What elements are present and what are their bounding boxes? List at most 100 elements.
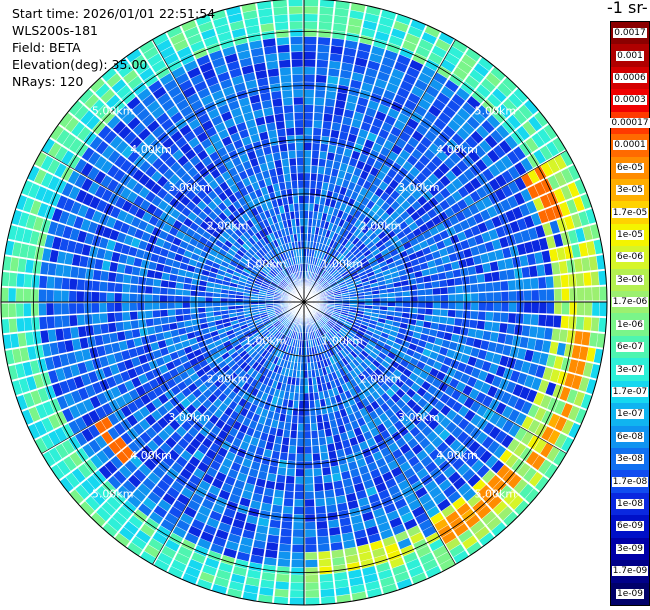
radar-cell — [404, 378, 415, 388]
radar-cell — [182, 573, 198, 585]
radar-cell — [131, 266, 141, 276]
radar-cell — [447, 286, 456, 294]
radar-cell — [320, 588, 335, 598]
radar-cell — [368, 256, 377, 264]
radar-cell — [400, 210, 410, 221]
radar-cell — [315, 266, 320, 274]
ray-line — [303, 301, 368, 599]
radar-cell — [277, 333, 284, 341]
radar-cell — [118, 126, 132, 140]
radar-cell — [31, 274, 40, 289]
radar-cell — [234, 253, 242, 261]
radar-cell — [236, 333, 245, 340]
radar-cell — [264, 264, 272, 272]
radar-cell — [323, 174, 331, 183]
radar-cell — [324, 263, 331, 271]
radar-cell — [288, 242, 293, 251]
radar-cell — [253, 253, 261, 262]
radar-cell — [277, 44, 290, 53]
radar-cell — [396, 230, 406, 240]
radar-cell — [340, 287, 348, 292]
ray-line — [68, 301, 305, 494]
radar-cell — [491, 375, 503, 388]
radar-cell — [428, 266, 438, 275]
radar-cell — [148, 261, 157, 271]
radar-cell — [263, 210, 271, 219]
radar-cell — [308, 377, 313, 386]
radar-cell — [321, 316, 328, 323]
radar-cell — [475, 125, 489, 139]
radar-cell — [285, 328, 290, 336]
radar-cell — [185, 444, 197, 456]
radar-cell — [267, 217, 274, 226]
radar-cell — [79, 337, 89, 350]
radar-cell — [268, 76, 280, 85]
radar-cell — [290, 36, 303, 45]
radar-cell — [417, 339, 427, 348]
radar-cell — [116, 361, 127, 373]
radar-cell — [276, 37, 290, 46]
radar-cell — [506, 323, 516, 335]
radar-cell — [531, 289, 539, 301]
radar-cell — [116, 232, 127, 244]
radar-cell — [113, 242, 124, 253]
radar-cell — [202, 68, 216, 81]
radar-cell — [290, 274, 295, 282]
radar-cell — [119, 527, 135, 542]
radar-cell — [146, 390, 158, 402]
radar-cell — [109, 332, 119, 343]
radar-cell — [507, 114, 521, 129]
radar-cell — [279, 315, 286, 322]
radar-cell — [370, 223, 379, 232]
radar-cell — [288, 274, 294, 282]
radar-cell — [359, 407, 369, 417]
radar-cell — [292, 257, 296, 265]
radar-cell — [207, 342, 216, 351]
radar-cell — [553, 315, 562, 328]
radar-cell — [117, 383, 128, 395]
range-label: 4.00km — [130, 143, 172, 156]
radar-cell — [387, 459, 399, 471]
radar-cell — [411, 148, 423, 160]
radar-cell — [410, 19, 426, 31]
radar-cell — [333, 107, 344, 116]
radar-cell — [14, 227, 25, 242]
radar-cell — [144, 544, 160, 558]
radar-cell — [99, 292, 107, 302]
radar-cell — [112, 219, 124, 232]
radar-cell — [84, 360, 95, 373]
radar-cell — [78, 463, 92, 479]
radar-cell — [190, 74, 204, 86]
radar-cell — [247, 200, 256, 210]
radar-cell — [311, 273, 315, 281]
radar-cell — [349, 361, 357, 370]
radar-cell — [300, 363, 304, 371]
radar-cell — [257, 439, 267, 449]
radar-cell — [95, 140, 109, 155]
radar-cell — [192, 125, 205, 137]
radar-cell — [304, 438, 312, 447]
radar-cell — [339, 517, 352, 527]
radar-cell — [276, 358, 283, 366]
ray-line — [303, 301, 398, 591]
radar-cell — [382, 269, 391, 276]
radar-cell — [297, 180, 304, 188]
radar-cell — [453, 476, 467, 490]
radar-cell — [160, 309, 168, 318]
radar-cell — [329, 419, 338, 428]
radar-cell — [414, 105, 427, 117]
radar-cell — [223, 217, 233, 227]
radar-cell — [292, 331, 296, 339]
radar-cell — [263, 255, 271, 263]
radar-cell — [329, 364, 335, 373]
radar-cell — [405, 66, 420, 79]
radar-cell — [143, 133, 156, 147]
radar-cell — [138, 503, 153, 517]
radar-cell — [119, 465, 133, 479]
radar-cell — [139, 199, 151, 211]
radar-cell — [357, 243, 366, 251]
radar-cell — [580, 193, 592, 210]
radar-cell — [348, 461, 358, 471]
radar-cell — [304, 400, 310, 409]
radar-cell — [493, 311, 501, 322]
